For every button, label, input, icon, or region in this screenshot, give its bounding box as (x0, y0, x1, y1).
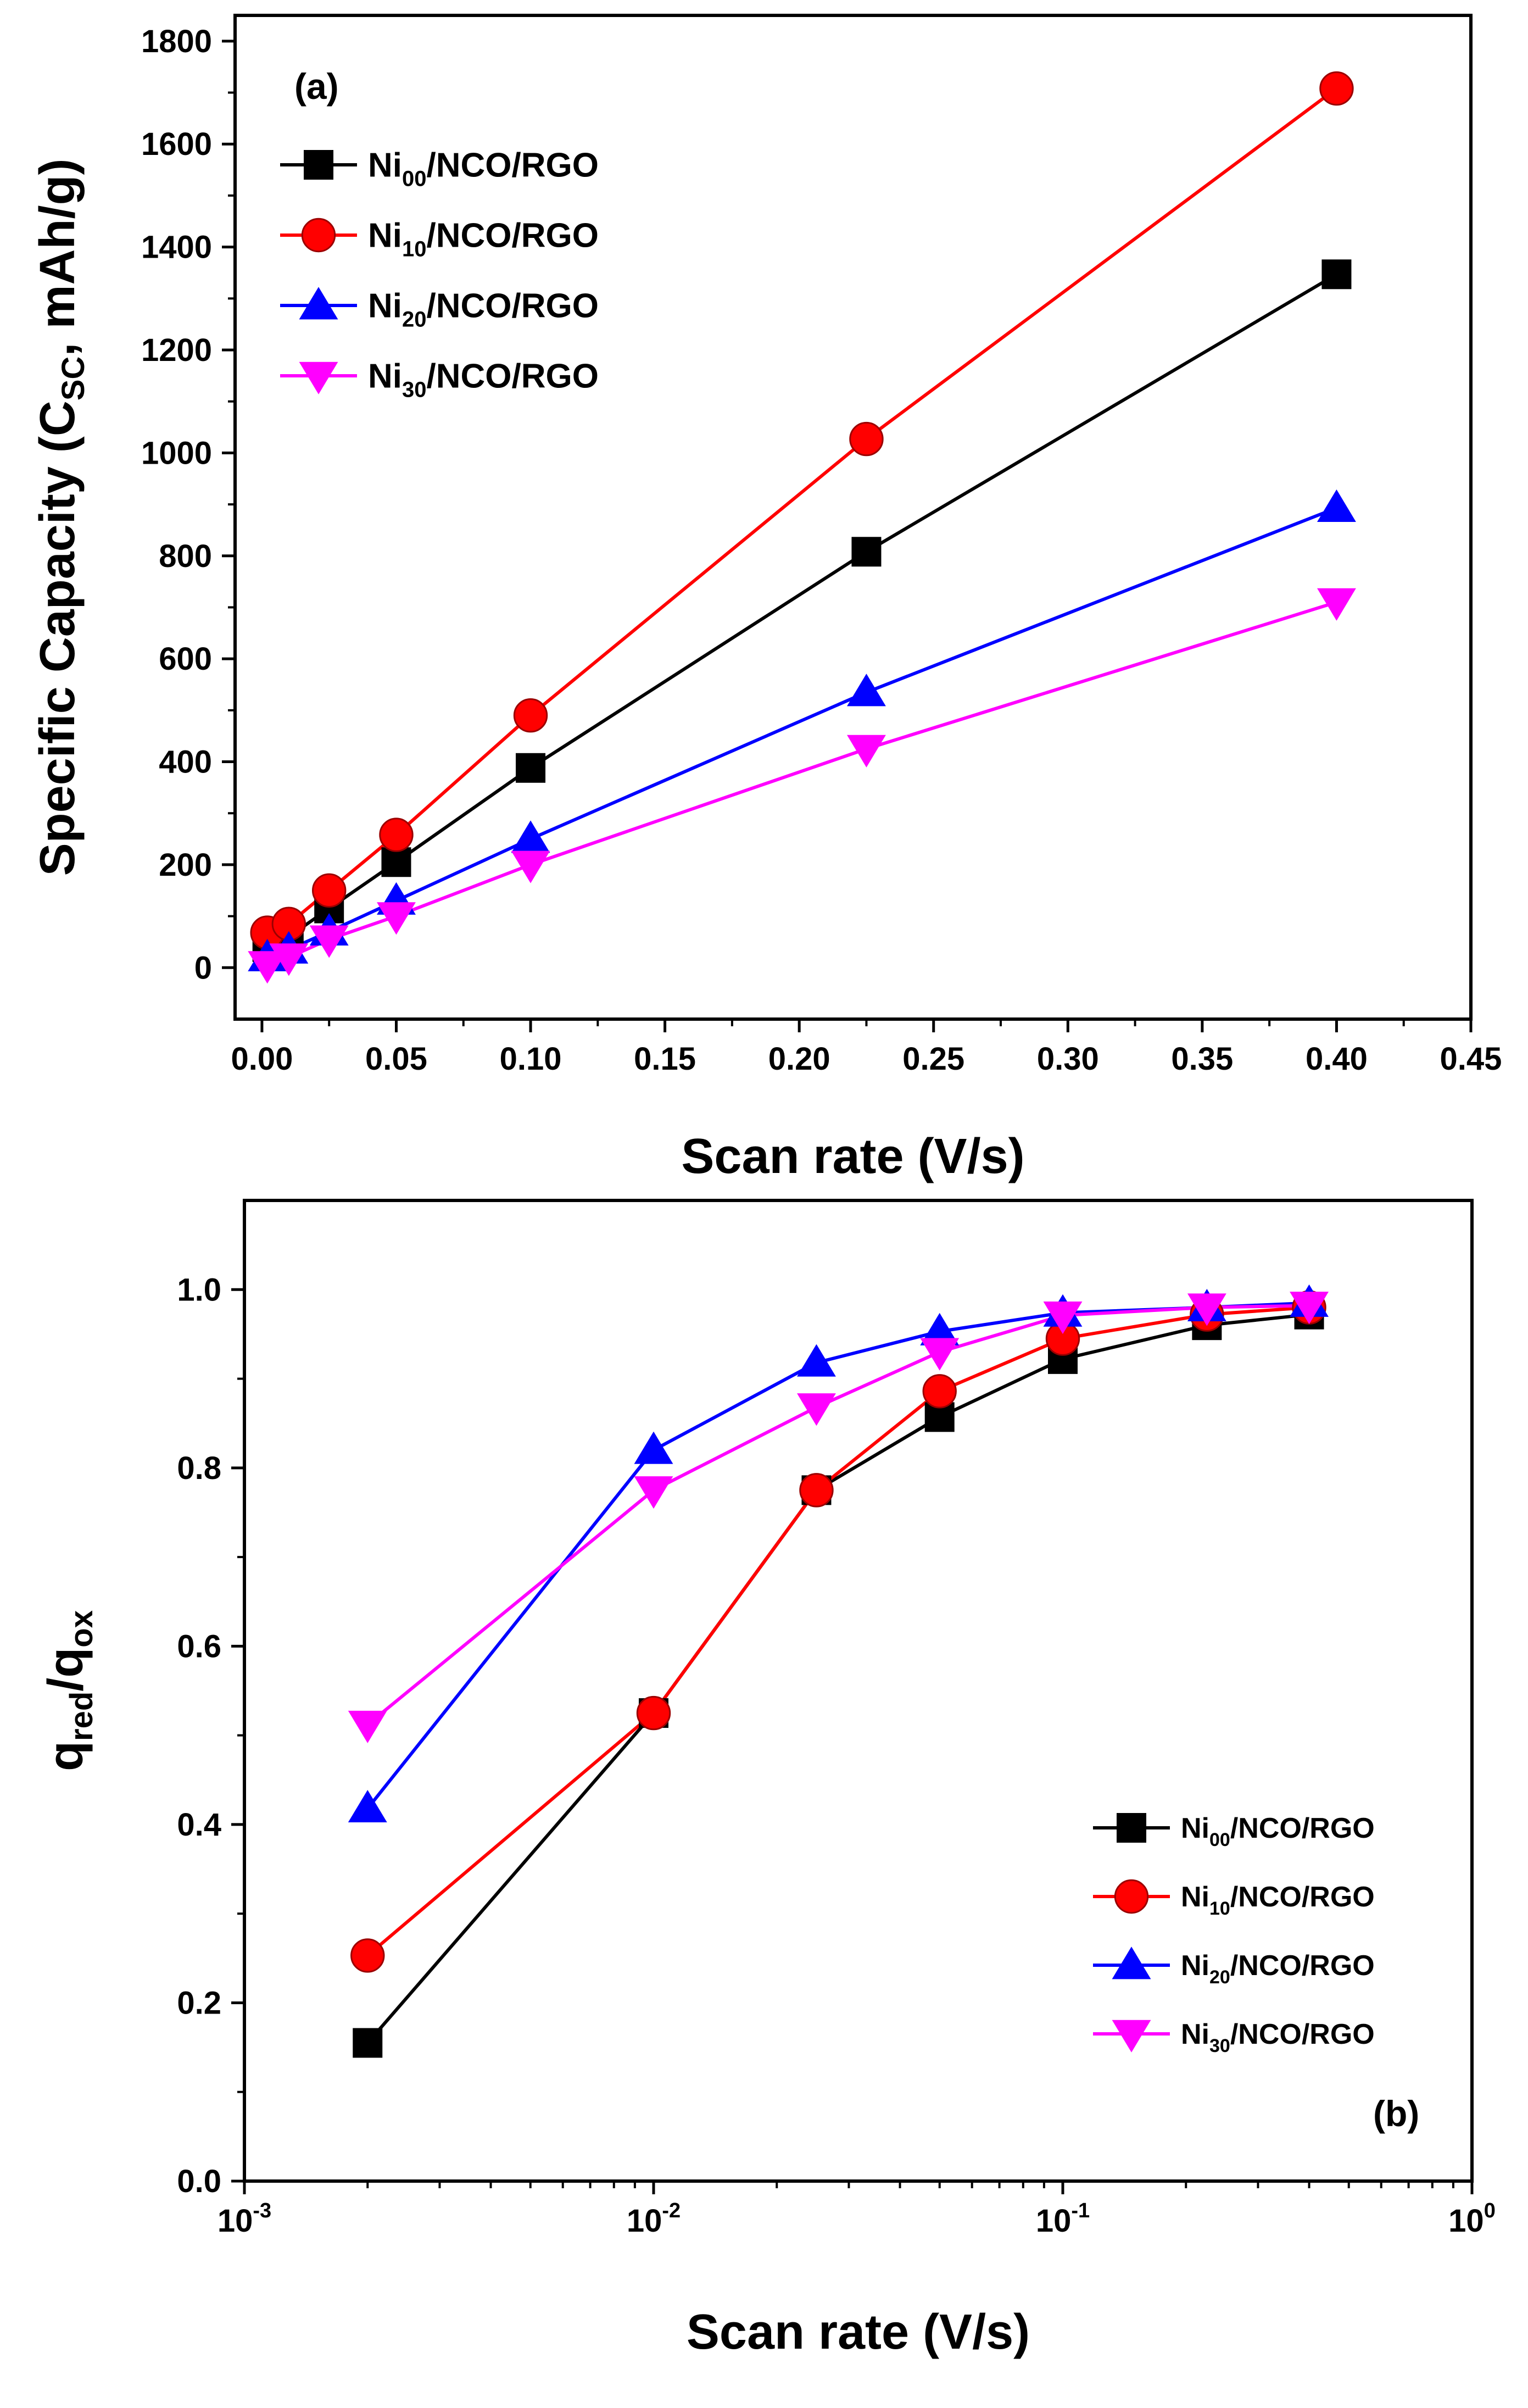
y-tick-label: 0.8 (177, 1450, 221, 1486)
y-axis-title: Specific Capacity (CSC, mAh/g) (30, 159, 91, 876)
y-tick-label: 0.2 (177, 1985, 221, 2021)
x-tick-label: 0.10 (500, 1041, 562, 1077)
x-tick-label: 10-2 (627, 2199, 681, 2239)
data-point (381, 847, 411, 877)
data-point (920, 1313, 960, 1345)
data-point (350, 1938, 385, 1973)
data-point (348, 1789, 387, 1823)
y-tick-label: 600 (159, 641, 212, 677)
data-point (379, 818, 414, 852)
legend-marker (1112, 2020, 1151, 2053)
y-tick-label: 0.6 (177, 1628, 221, 1664)
panel-label: (b) (1373, 2093, 1419, 2134)
data-point (847, 674, 886, 707)
y-tick-label: 1.0 (177, 1272, 221, 1308)
x-tick-label: 0.15 (634, 1041, 696, 1077)
legend-marker (299, 287, 338, 320)
data-point (377, 902, 416, 935)
x-axis-title: Scan rate (V/s) (687, 2305, 1030, 2360)
data-point (1317, 489, 1356, 522)
data-point (269, 943, 309, 976)
x-tick-label: 0.40 (1306, 1041, 1368, 1077)
y-tick-label: 0.4 (177, 1807, 221, 1843)
data-point (797, 1393, 836, 1426)
data-point (849, 421, 884, 457)
data-point (513, 698, 548, 733)
x-tick-label: 0.30 (1037, 1041, 1099, 1077)
data-point (248, 951, 287, 984)
data-point (511, 820, 550, 853)
legend-label: Ni30/NCO/RGO (368, 358, 599, 402)
x-tick-label: 0.00 (231, 1041, 293, 1077)
data-point (634, 1431, 673, 1464)
x-tick-label: 100 (1448, 2199, 1496, 2239)
data-point (920, 1338, 960, 1371)
data-point (851, 537, 882, 567)
y-tick-label: 1400 (141, 230, 212, 265)
data-point (511, 850, 550, 883)
legend-marker (1117, 1813, 1146, 1843)
data-point (1290, 1292, 1329, 1325)
legend-marker (1112, 1947, 1151, 1979)
plot-frame (243, 1199, 1474, 2183)
legend-label: Ni20/NCO/RGO (1181, 1950, 1375, 1988)
data-point (799, 1473, 834, 1508)
x-tick-label: 10-1 (1036, 2199, 1090, 2239)
data-point (309, 925, 349, 958)
data-point (636, 1695, 671, 1731)
data-point (634, 1476, 673, 1509)
y-tick-label: 400 (159, 744, 212, 780)
data-point (1317, 588, 1356, 621)
data-point (311, 873, 347, 908)
panel-b-chart: 0.0 0.2 0.4 0.6 0.8 1.0 10-3 10-2 10-1 100 Scan ra… (38, 1199, 1496, 2360)
legend-label: Ni20/NCO/RGO (368, 287, 599, 332)
data-point (1187, 1293, 1226, 1326)
legend-marker (299, 362, 338, 394)
y-tick-label: 0.0 (177, 2164, 221, 2199)
x-axis-title: Scan rate (V/s) (681, 1129, 1024, 1184)
data-point (1043, 1302, 1083, 1334)
panel-label: (a) (294, 66, 339, 107)
data-point (1321, 259, 1352, 290)
x-tick-label: 0.20 (768, 1041, 830, 1077)
legend-label: Ni30/NCO/RGO (1181, 2018, 1375, 2056)
plot-frame (233, 14, 1473, 1021)
y-tick-label: 1600 (141, 126, 212, 162)
data-point (922, 1374, 957, 1409)
legend-label: Ni10/NCO/RGO (1181, 1881, 1375, 1919)
y-tick-label: 200 (159, 847, 212, 883)
legend-marker (301, 218, 336, 253)
data-point (847, 735, 886, 768)
y-tick-label: 800 (159, 538, 212, 574)
data-point (348, 1710, 387, 1743)
panel-a-chart: 0 200 400 600 800 1000 1200 1400 1600 1800 0.00 0.0… (30, 14, 1502, 1184)
data-point (797, 1344, 836, 1377)
legend-marker (1114, 1879, 1149, 1914)
data-point (1319, 71, 1354, 106)
x-tick-label: 10-3 (218, 2199, 271, 2239)
x-tick-label: 0.35 (1171, 1041, 1233, 1077)
legend-marker (304, 150, 333, 180)
y-tick-label: 0 (194, 950, 212, 986)
x-tick-label: 0.05 (365, 1041, 427, 1077)
y-tick-label: 1800 (141, 24, 212, 59)
x-tick-label: 0.25 (902, 1041, 964, 1077)
data-point (516, 753, 546, 783)
y-axis-title: qred/qox (38, 1610, 99, 1771)
legend-label: Ni00/NCO/RGO (368, 147, 599, 191)
legend-label: Ni10/NCO/RGO (368, 217, 599, 262)
y-tick-label: 1000 (141, 435, 212, 471)
y-tick-label: 1200 (141, 332, 212, 368)
legend-label: Ni00/NCO/RGO (1181, 1812, 1375, 1850)
x-tick-label: 0.45 (1440, 1041, 1502, 1077)
data-point (353, 2028, 383, 2058)
